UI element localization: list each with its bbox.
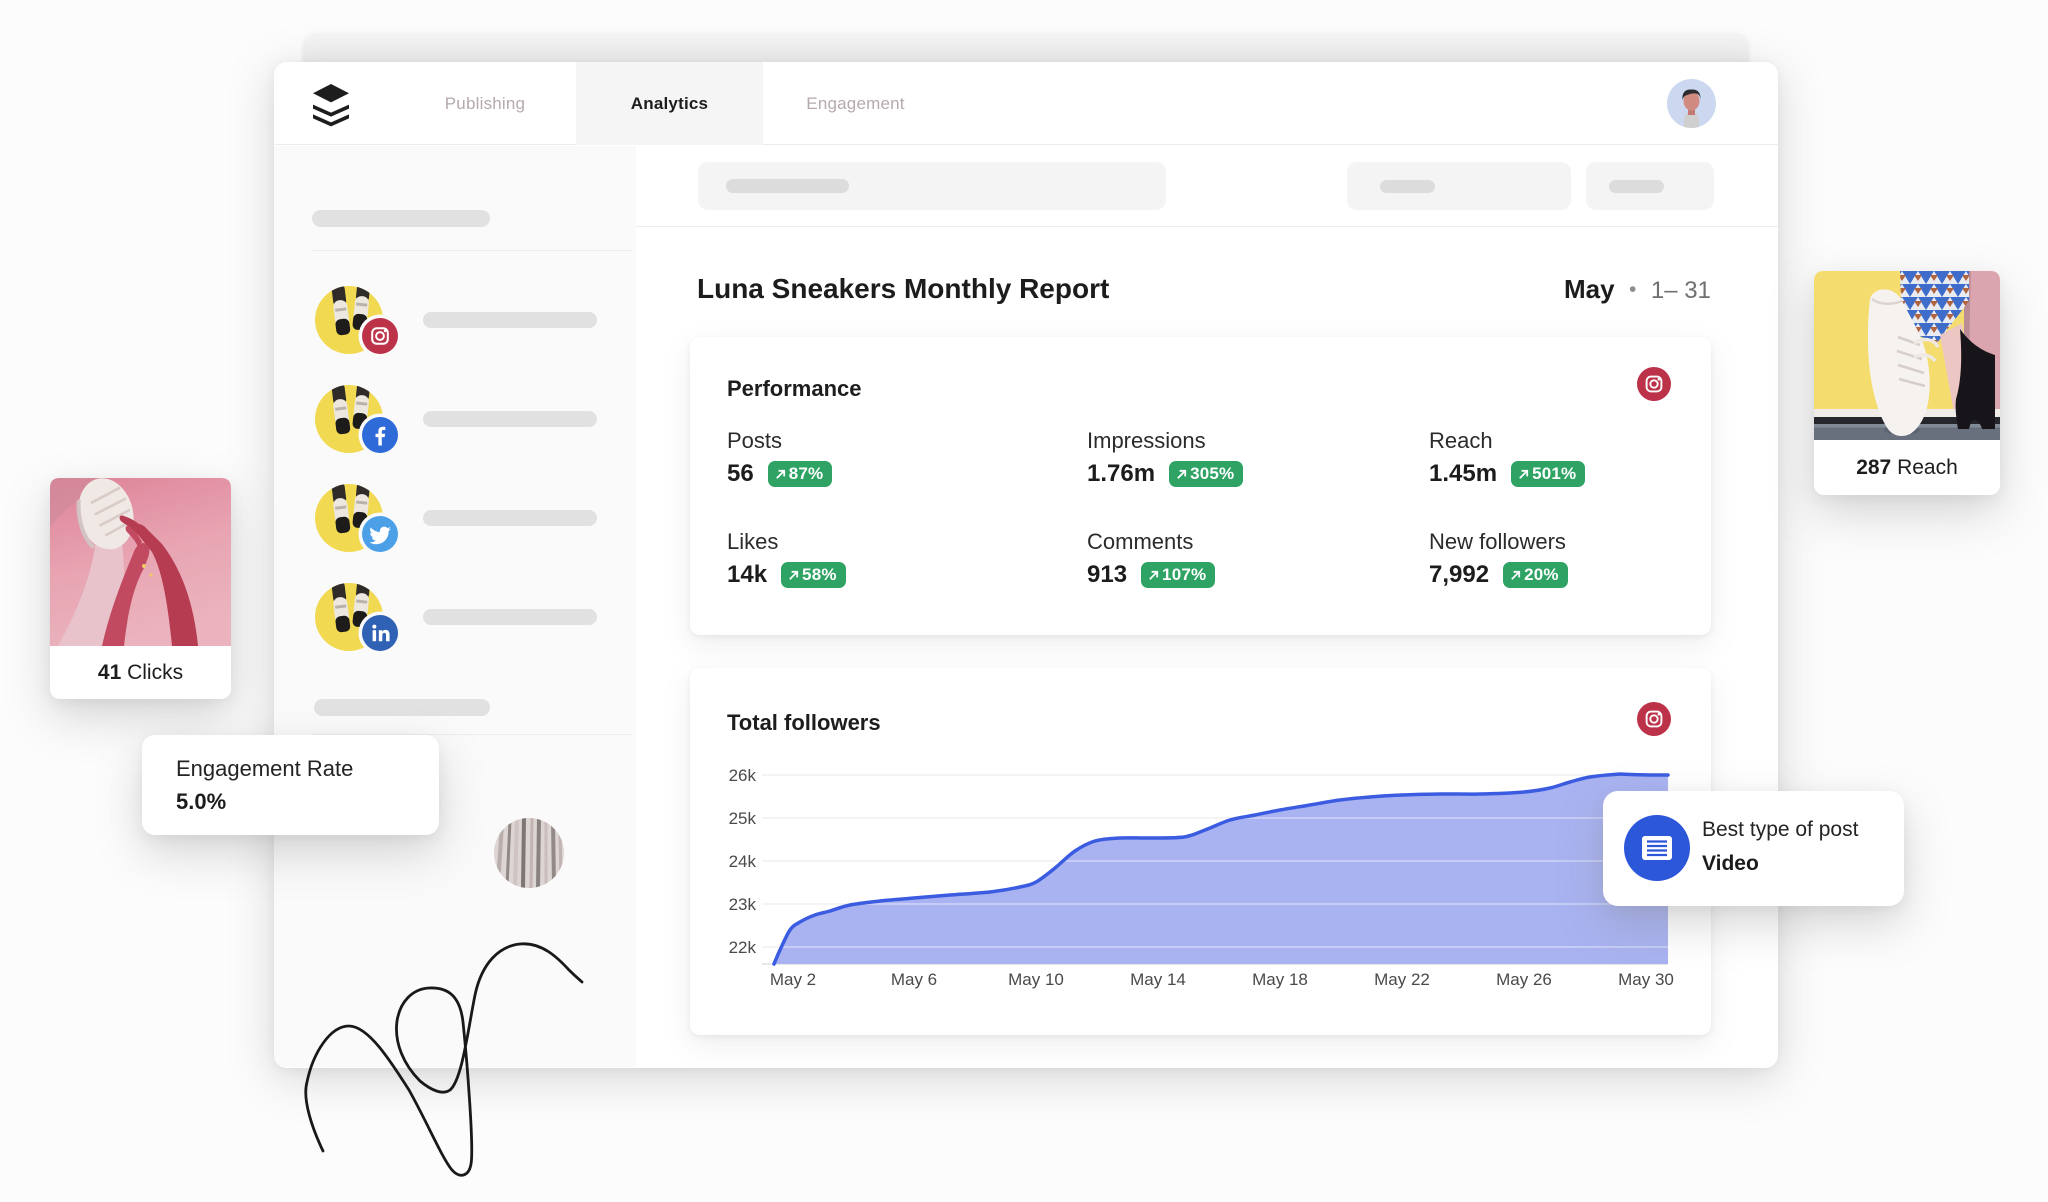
svg-text:May 30: May 30 (1618, 970, 1674, 989)
svg-text:May 22: May 22 (1374, 970, 1430, 989)
svg-text:May 2: May 2 (770, 970, 816, 989)
svg-text:May 26: May 26 (1496, 970, 1552, 989)
svg-text:23k: 23k (729, 895, 757, 914)
svg-text:May 10: May 10 (1008, 970, 1064, 989)
svg-text:22k: 22k (729, 938, 757, 957)
svg-text:24k: 24k (729, 852, 757, 871)
svg-text:May 18: May 18 (1252, 970, 1308, 989)
svg-text:25k: 25k (729, 809, 757, 828)
svg-text:May 14: May 14 (1130, 970, 1186, 989)
svg-text:May 6: May 6 (891, 970, 937, 989)
svg-text:26k: 26k (729, 766, 757, 785)
